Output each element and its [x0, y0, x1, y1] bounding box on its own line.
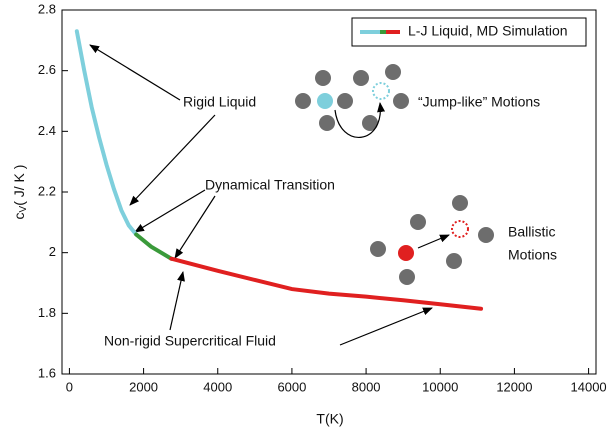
y-tick-label: 2: [49, 244, 56, 259]
x-axis-label: T(K): [316, 411, 343, 427]
x-tick-label: 8000: [352, 379, 381, 394]
x-tick-label: 4000: [203, 379, 232, 394]
x-tick-label: 10000: [422, 379, 458, 394]
arrow: [89, 44, 181, 101]
annotation: Motions: [508, 247, 557, 263]
x-tick-label: 14000: [571, 379, 607, 394]
arrow: [134, 189, 206, 233]
x-tick-label: 6000: [277, 379, 306, 394]
y-tick-label: 2.8: [38, 1, 56, 16]
annotation: Non-rigid Supercritical Fluid: [104, 333, 276, 349]
y-tick-label: 1.6: [38, 365, 56, 380]
arrow: [174, 195, 216, 259]
legend-label: L-J Liquid, MD Simulation: [408, 23, 568, 39]
y-tick-label: 2.2: [38, 183, 56, 198]
x-tick-label: 0: [66, 379, 73, 394]
arrow: [129, 114, 216, 206]
line: [74, 29, 139, 237]
y-tick-label: 2.4: [38, 123, 56, 138]
line: [134, 232, 174, 261]
y-tick-label: 1.8: [38, 305, 56, 320]
legend: L-J Liquid, MD Simulation: [351, 17, 587, 47]
line: [169, 256, 484, 311]
jump-diagram: [295, 64, 409, 138]
x-tick-label: 12000: [496, 379, 532, 394]
ballistic-diagram: [370, 195, 494, 285]
annotation: Rigid Liquid: [183, 94, 256, 110]
arrow: [339, 307, 433, 346]
annotation: Ballistic: [508, 224, 555, 240]
y-tick-label: 2.6: [38, 62, 56, 77]
x-tick-label: 2000: [129, 379, 158, 394]
arrow: [169, 271, 185, 331]
annotations: [89, 44, 433, 346]
annotation: “Jump-like” Motions: [418, 94, 540, 110]
annotation: Dynamical Transition: [205, 177, 335, 193]
y-axis-label: cV( J/ K ): [11, 165, 29, 220]
